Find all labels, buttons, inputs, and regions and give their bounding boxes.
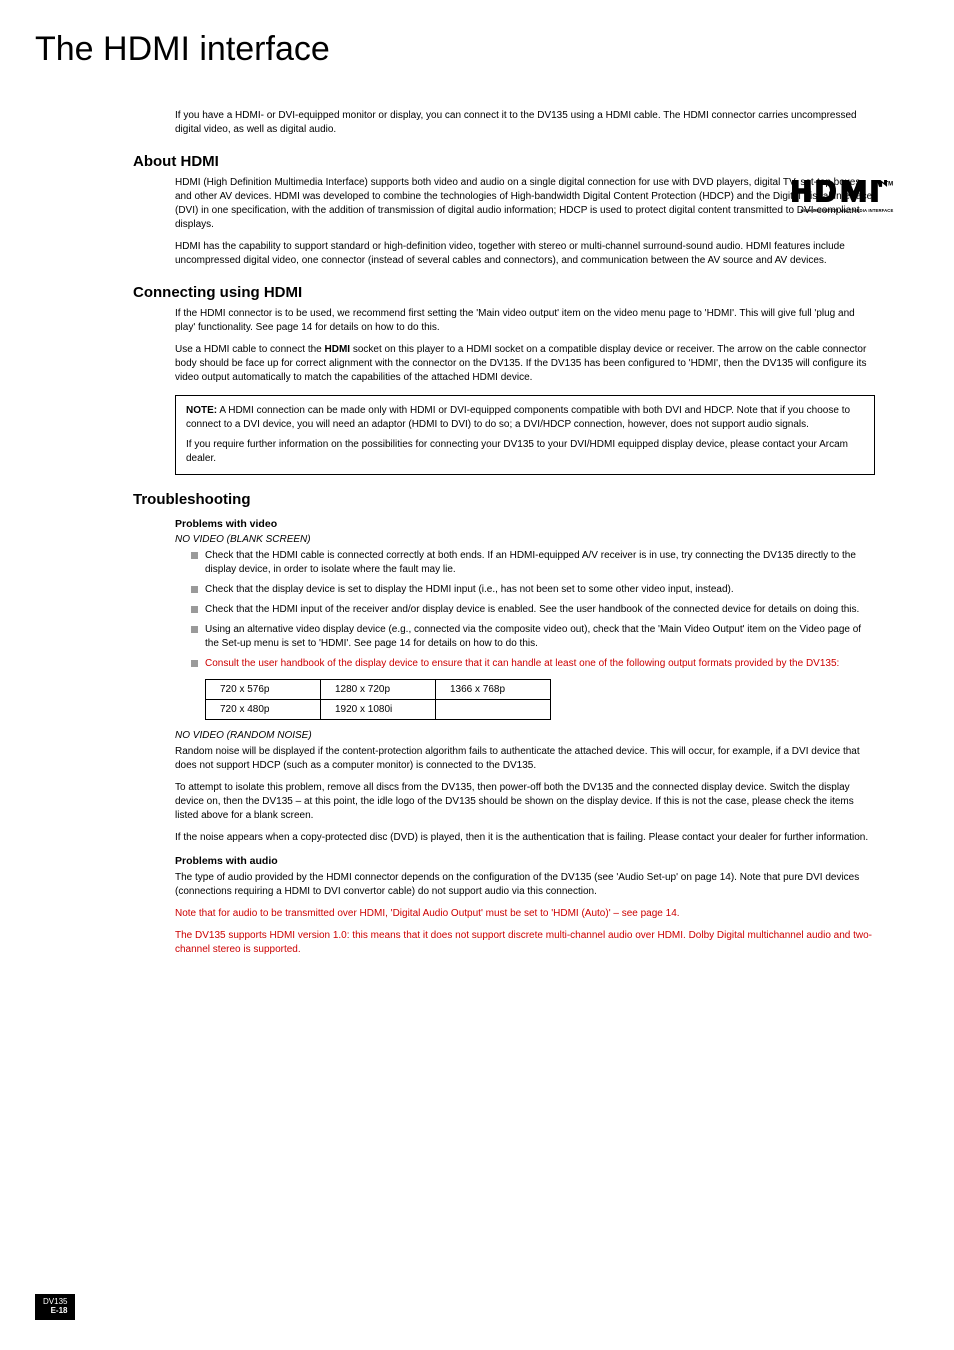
connecting-p1: If the HDMI connector is to be used, we …: [175, 307, 875, 335]
hdmi-bold: HDMI: [325, 344, 351, 355]
note-label: NOTE:: [186, 405, 217, 416]
noise-p2: To attempt to isolate this problem, remo…: [175, 781, 875, 823]
troubleshooting-heading: Troubleshooting: [133, 491, 875, 508]
table-row: 720 x 576p 1280 x 720p 1366 x 768p: [206, 680, 551, 700]
note-p1: NOTE: A HDMI connection can be made only…: [186, 404, 864, 432]
svg-text:TM: TM: [884, 181, 893, 187]
noise-p3: If the noise appears when a copy-protect…: [175, 831, 875, 845]
audio-p1: The type of audio provided by the HDMI c…: [175, 871, 875, 899]
page-footer: DV135 E-18: [35, 1294, 75, 1320]
note1-text: A HDMI connection can be made only with …: [186, 405, 850, 430]
table-cell: 1280 x 720p: [321, 680, 436, 700]
connecting-heading: Connecting using HDMI: [133, 284, 875, 301]
list-item: Check that the HDMI cable is connected c…: [191, 549, 875, 577]
note-box: NOTE: A HDMI connection can be made only…: [175, 395, 875, 475]
noise-p1: Random noise will be displayed if the co…: [175, 745, 875, 773]
table-cell: 720 x 576p: [206, 680, 321, 700]
audio-p2-red: Note that for audio to be transmitted ov…: [175, 907, 875, 921]
table-row: 720 x 480p 1920 x 1080i: [206, 700, 551, 720]
list-item: Check that the display device is set to …: [191, 583, 875, 597]
hdmi-logo: TM HIGH-DEFINITION MULTIMEDIA INTERFACE: [792, 180, 902, 213]
audio-p3-red: The DV135 supports HDMI version 1.0: thi…: [175, 929, 875, 957]
footer-model: DV135: [43, 1297, 67, 1306]
connecting-p2: Use a HDMI cable to connect the HDMI soc…: [175, 343, 875, 385]
no-video-blank-heading: NO VIDEO (BLANK SCREEN): [175, 534, 875, 545]
problems-video-heading: Problems with video: [175, 518, 875, 530]
table-cell: 1920 x 1080i: [321, 700, 436, 720]
about-heading: About HDMI: [133, 153, 875, 170]
note-p2: If you require further information on th…: [186, 438, 864, 466]
no-video-noise-heading: NO VIDEO (RANDOM NOISE): [175, 730, 875, 741]
page-title: The HDMI interface: [35, 30, 899, 69]
hdmi-logo-icon: TM: [792, 180, 902, 205]
list-item: Using an alternative video display devic…: [191, 623, 875, 651]
formats-table: 720 x 576p 1280 x 720p 1366 x 768p 720 x…: [205, 679, 551, 720]
hdmi-logo-subtext: HIGH-DEFINITION MULTIMEDIA INTERFACE: [792, 208, 902, 213]
footer-page-number: E-18: [51, 1306, 68, 1315]
problems-audio-heading: Problems with audio: [175, 855, 875, 867]
table-cell: 720 x 480p: [206, 700, 321, 720]
connecting-p2a: Use a HDMI cable to connect the: [175, 344, 325, 355]
about-p1: HDMI (High Definition Multimedia Interfa…: [175, 176, 875, 232]
about-p2: HDMI has the capability to support stand…: [175, 240, 875, 268]
table-cell: [436, 700, 551, 720]
blank-screen-list: Check that the HDMI cable is connected c…: [175, 549, 875, 671]
list-item-red: Consult the user handbook of the display…: [191, 657, 875, 671]
intro-paragraph: If you have a HDMI- or DVI-equipped moni…: [175, 109, 875, 137]
list-item: Check that the HDMI input of the receive…: [191, 603, 875, 617]
table-cell: 1366 x 768p: [436, 680, 551, 700]
